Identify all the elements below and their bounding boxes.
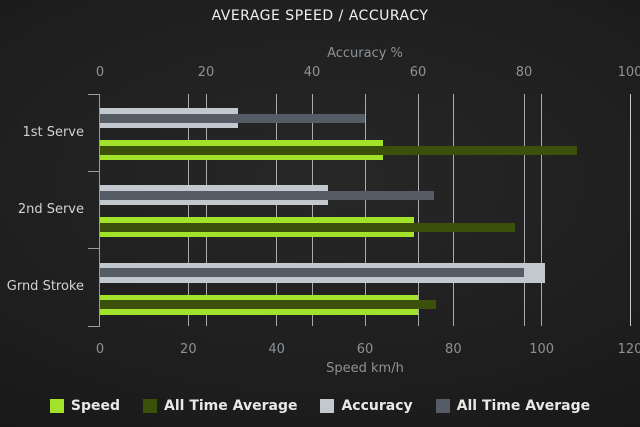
bar-all-time-average-bottom-1st-serve [100, 145, 577, 155]
bar-all-time-average-top-2nd-serve [100, 190, 434, 200]
top-axis-tick-60: 60 [409, 65, 427, 80]
grid-line-bottom-20 [187, 94, 189, 326]
grid-line-bottom-60 [364, 94, 366, 326]
top-axis-tick-100: 100 [617, 65, 640, 80]
category-label-grnd-stroke: Grnd Stroke [6, 279, 84, 295]
bar-all-time-average-top-1st-serve [100, 113, 365, 123]
grid-line-bottom-100 [541, 94, 543, 326]
top-axis-tick-20: 20 [197, 65, 215, 80]
legend-swatch-speed-bottom [49, 399, 64, 413]
category-label-2nd-serve: 2nd Serve [17, 202, 84, 217]
legend-label: All Time Average [456, 398, 591, 414]
grid-line-top-60 [417, 94, 419, 326]
bottom-axis-tick-100: 100 [529, 342, 555, 357]
legend-swatch-all-time-average-top [435, 399, 450, 413]
legend: Speed All Time Average Accuracy All Time Av… [0, 398, 640, 414]
grid-line-top-20 [205, 94, 207, 326]
legend-item-speed-0: Speed [49, 398, 121, 414]
bottom-axis-tick-0: 0 [95, 342, 105, 357]
y-axis-tick [88, 248, 100, 250]
category-label-1st-serve: 1st Serve [22, 124, 84, 140]
top-axis-tick-40: 40 [303, 65, 321, 80]
grid-line-bottom-40 [276, 94, 278, 326]
legend-swatch-accuracy-top [320, 399, 335, 413]
grid-line-bottom-120 [629, 94, 631, 326]
grid-line-top-80 [523, 94, 525, 326]
bar-all-time-average-bottom-2nd-serve [100, 222, 516, 232]
legend-label: Accuracy [341, 398, 413, 414]
top-axis-tick-80: 80 [515, 65, 533, 80]
legend-item-accuracy-2: Accuracy [320, 398, 413, 414]
y-axis-line [99, 94, 100, 326]
bottom-axis-tick-40: 40 [268, 342, 285, 357]
y-axis-tick [88, 325, 100, 327]
grid-line-top-40 [311, 94, 313, 326]
legend-label: All Time Average [164, 398, 298, 414]
bottom-axis-tick-60: 60 [356, 342, 374, 357]
legend-item-all-time-average-3: All Time Average [435, 398, 591, 414]
grid-line-bottom-80 [452, 94, 454, 326]
bottom-axis-title: Speed km/h [326, 361, 404, 376]
legend-swatch-all-time-average-bottom [143, 399, 158, 413]
bottom-axis-tick-80: 80 [445, 342, 462, 357]
chart-title: AVERAGE SPEED / ACCURACY [211, 8, 429, 24]
legend-item-all-time-average-1: All Time Average [143, 398, 297, 414]
bottom-axis-tick-120: 120 [617, 342, 640, 357]
bar-all-time-average-top-grnd-stroke [100, 268, 524, 278]
bottom-axis-tick-20: 20 [180, 342, 197, 357]
y-axis-tick [88, 170, 100, 172]
y-axis-tick [88, 93, 100, 95]
top-axis-title: Accuracy % [327, 46, 403, 61]
top-axis-tick-0: 0 [95, 65, 105, 80]
bar-all-time-average-bottom-grnd-stroke [100, 300, 436, 310]
legend-label: Speed [70, 398, 121, 414]
